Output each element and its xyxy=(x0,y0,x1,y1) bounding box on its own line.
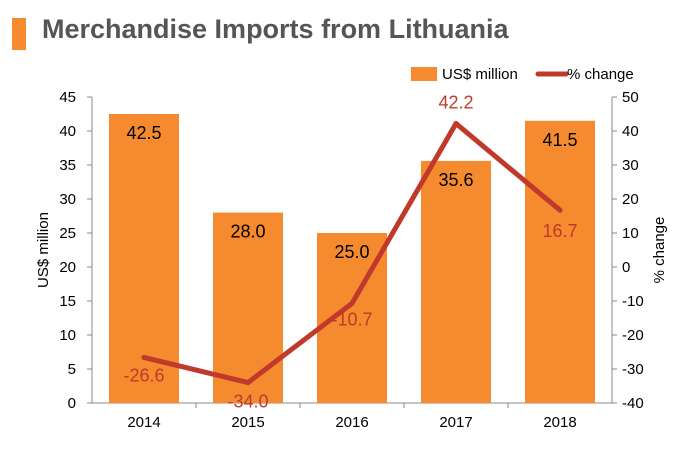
y-tick-label-left: 40 xyxy=(59,123,76,140)
y-tick-label-left: 35 xyxy=(59,157,76,174)
y-tick-label-left: 0 xyxy=(68,395,76,412)
line-value-label: -26.6 xyxy=(123,365,164,385)
x-tick-label: 2015 xyxy=(231,414,264,431)
y-tick-label-right: -40 xyxy=(622,395,644,412)
y-axis-title-right: % change xyxy=(651,217,668,284)
bar-value-label: 35.6 xyxy=(438,170,473,190)
line-value-label: -34.0 xyxy=(227,392,268,412)
y-axis-title-left: US$ million xyxy=(35,212,52,288)
legend-swatch-bar xyxy=(411,67,437,81)
legend-label-bar: US$ million xyxy=(442,66,518,83)
bar-value-label: 41.5 xyxy=(542,130,577,150)
y-tick-label-left: 30 xyxy=(59,191,76,208)
x-tick-label: 2017 xyxy=(439,414,472,431)
line-point xyxy=(453,121,459,127)
x-tick-label: 2018 xyxy=(543,414,576,431)
y-tick-label-right: 50 xyxy=(622,89,639,106)
y-tick-label-left: 20 xyxy=(59,259,76,276)
bar-2015[interactable] xyxy=(213,212,283,403)
bar-value-label: 42.5 xyxy=(126,123,161,143)
line-value-label: 42.2 xyxy=(438,93,473,113)
x-tick-label: 2016 xyxy=(335,414,368,431)
y-tick-label-right: -30 xyxy=(622,361,644,378)
line-point xyxy=(349,300,355,306)
y-tick-label-right: -20 xyxy=(622,327,644,344)
bar-2014[interactable] xyxy=(109,114,179,403)
y-tick-label-right: 40 xyxy=(622,123,639,140)
bar-value-label: 28.0 xyxy=(230,222,265,242)
y-tick-label-right: -10 xyxy=(622,293,644,310)
y-tick-label-right: 30 xyxy=(622,157,639,174)
y-tick-label-left: 25 xyxy=(59,225,76,242)
line-point xyxy=(557,207,563,213)
y-tick-label-right: 0 xyxy=(622,259,630,276)
legend-label-line: % change xyxy=(567,66,634,83)
y-tick-label-right: 20 xyxy=(622,191,639,208)
title-accent-bar xyxy=(12,18,26,50)
bar-value-label: 25.0 xyxy=(334,242,369,262)
line-point xyxy=(141,354,147,360)
line-value-label: 16.7 xyxy=(542,221,577,241)
y-tick-label-left: 5 xyxy=(68,361,76,378)
y-tick-label-left: 15 xyxy=(59,293,76,310)
bar-2018[interactable] xyxy=(525,120,595,404)
x-tick-label: 2014 xyxy=(127,414,160,431)
line-point xyxy=(245,380,251,386)
page-title: Merchandise Imports from Lithuania xyxy=(42,14,509,44)
y-tick-label-right: 10 xyxy=(622,225,639,242)
y-tick-label-left: 10 xyxy=(59,327,76,344)
line-value-label: -10.7 xyxy=(331,309,372,329)
y-tick-label-left: 45 xyxy=(59,89,76,106)
bar-2017[interactable] xyxy=(421,160,491,403)
